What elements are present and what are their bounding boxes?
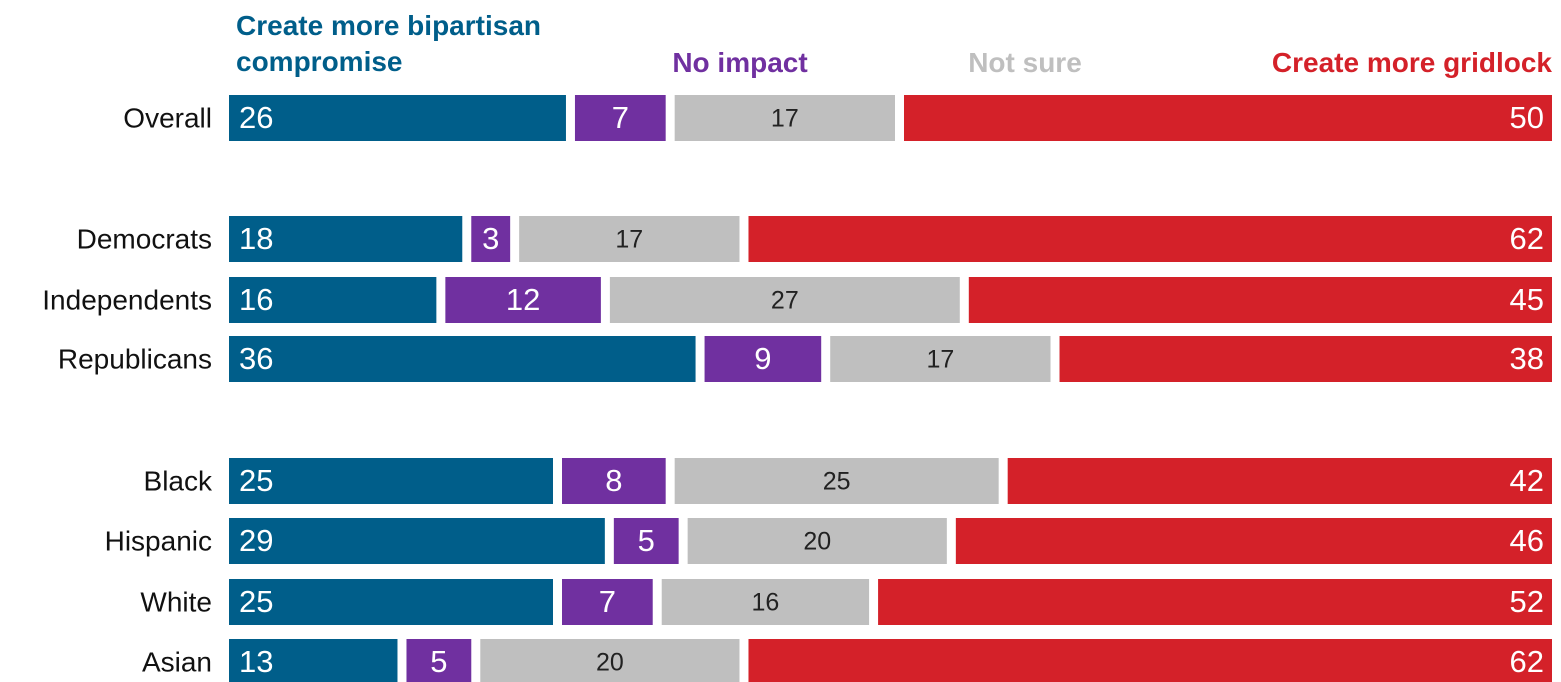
category-label: Asian — [142, 646, 212, 677]
bar-segment — [661, 579, 870, 625]
value-label: 16 — [751, 589, 779, 617]
bar-segment — [562, 579, 653, 625]
value-label: 25 — [239, 584, 273, 619]
value-label: 25 — [239, 463, 273, 498]
value-label: 29 — [239, 523, 273, 558]
bar-segment — [878, 579, 1552, 625]
legend-entry: Create more gridlock — [1271, 47, 1552, 78]
bar-segment — [687, 518, 947, 564]
value-label: 62 — [1510, 221, 1544, 256]
category-label: Independents — [42, 284, 212, 315]
bar-segment — [968, 277, 1552, 323]
bar-segment — [748, 216, 1552, 262]
category-label: Overall — [123, 102, 212, 133]
value-label: 62 — [1510, 644, 1544, 679]
value-label: 50 — [1510, 100, 1544, 135]
value-label: 26 — [239, 100, 273, 135]
value-label: 7 — [599, 584, 616, 619]
bar-segment — [229, 336, 696, 382]
value-label: 8 — [605, 463, 622, 498]
value-label: 3 — [482, 221, 499, 256]
value-label: 17 — [771, 105, 799, 133]
value-label: 25 — [823, 468, 851, 496]
category-label: White — [140, 586, 212, 617]
bar-segment — [613, 518, 679, 564]
bar-segment — [229, 95, 566, 141]
bar-segment — [519, 216, 740, 262]
bar-segment — [229, 639, 398, 682]
bar-segment — [1059, 336, 1552, 382]
legend-entry: No impact — [672, 47, 808, 78]
bar-segment — [609, 277, 960, 323]
bar-segment — [229, 277, 437, 323]
bar-segment — [1007, 458, 1552, 504]
value-label: 42 — [1510, 463, 1544, 498]
bar-segment — [406, 639, 472, 682]
bar-segment — [574, 95, 666, 141]
legend-entry: Create more bipartisan compromise — [236, 10, 541, 77]
legend-entry: Not sure — [968, 47, 1082, 78]
value-label: 13 — [239, 644, 273, 679]
value-label: 12 — [506, 282, 540, 317]
value-label: 16 — [239, 282, 273, 317]
bar-segment — [674, 458, 999, 504]
value-label: 27 — [771, 287, 799, 315]
value-label: 17 — [926, 346, 954, 374]
value-label: 7 — [612, 100, 629, 135]
category-label: Democrats — [77, 223, 212, 254]
bar-segment — [704, 336, 822, 382]
bar-segment — [562, 458, 666, 504]
value-label: 5 — [638, 523, 655, 558]
value-label: 18 — [239, 221, 273, 256]
value-label: 38 — [1510, 341, 1544, 376]
category-label: Black — [144, 465, 213, 496]
bar-segment — [830, 336, 1051, 382]
value-label: 36 — [239, 341, 273, 376]
value-label: 9 — [754, 341, 771, 376]
bar-segment — [229, 458, 553, 504]
bar-segment — [229, 579, 553, 625]
bar-segment — [955, 518, 1552, 564]
bar-segment — [471, 216, 511, 262]
bar-segment — [480, 639, 740, 682]
bar-segment — [748, 639, 1552, 682]
value-label: 52 — [1510, 584, 1544, 619]
category-label: Hispanic — [105, 525, 212, 556]
value-label: 17 — [615, 226, 643, 254]
value-label: 45 — [1510, 282, 1544, 317]
bar-segment — [445, 277, 601, 323]
bar-segment — [229, 518, 605, 564]
bar-segment — [674, 95, 895, 141]
value-label: 20 — [596, 649, 624, 677]
value-label: 5 — [430, 644, 447, 679]
value-label: 46 — [1510, 523, 1544, 558]
bar-segment — [904, 95, 1552, 141]
bar-segment — [229, 216, 463, 262]
value-label: 20 — [803, 528, 831, 556]
category-label: Republicans — [58, 343, 212, 374]
